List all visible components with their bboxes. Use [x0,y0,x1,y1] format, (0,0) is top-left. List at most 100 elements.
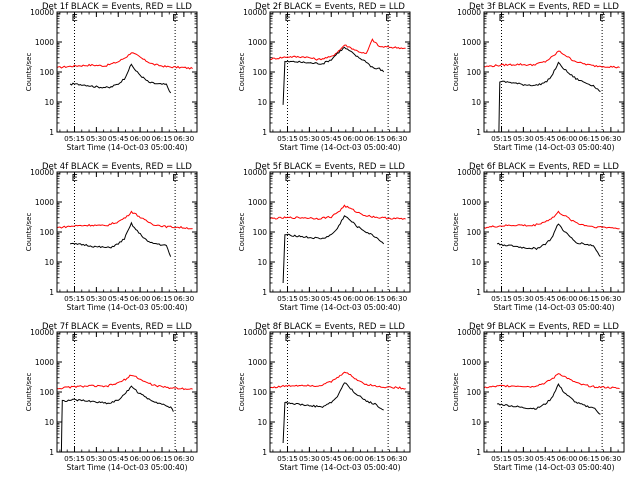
y-tick-label: 1000 [462,358,481,367]
x-tick-label: 05:45 [321,294,342,303]
y-tick-label: 10000 [457,8,481,17]
y-axis-label: Counts/sec [238,373,246,412]
detector-panel: Det 3f BLACK = Events, RED = LLD Counts/s… [452,2,625,152]
y-tick-label: 1 [49,288,54,297]
event-marker-label: E [385,333,391,344]
y-tick-label: 1000 [248,358,267,367]
y-tick-label: 1000 [35,38,54,47]
x-axis-label: Start Time (14-Oct-03 05:00:40) [279,303,400,312]
plot-frame [269,11,411,133]
x-tick-label: 06:15 [152,294,173,303]
x-axis-label: Start Time (14-Oct-03 05:00:40) [493,303,614,312]
y-tick-label: 100 [253,68,268,77]
x-tick-label: 05:30 [299,294,320,303]
x-tick-label: 05:45 [535,294,556,303]
x-tick-label: 05:45 [108,134,129,143]
x-tick-label: 05:15 [277,134,298,143]
x-tick-label: 06:00 [557,294,578,303]
y-tick-label: 1 [262,448,267,457]
detector-panel: Det 8f BLACK = Events, RED = LLD Counts/s… [238,322,411,472]
y-tick-label: 10 [44,98,54,107]
y-tick-label: 10000 [30,168,54,177]
y-tick-label: 100 [40,68,55,77]
y-axis-label: Counts/sec [452,213,460,252]
x-tick-label: 05:30 [86,454,107,463]
y-tick-label: 10 [257,418,267,427]
x-tick-label: 06:15 [579,134,600,143]
x-tick-label: 06:15 [365,454,386,463]
event-marker-label: E [172,13,178,24]
y-tick-label: 1 [49,128,54,137]
x-axis-label: Start Time (14-Oct-03 05:00:40) [493,143,614,152]
detector-panel: Det 7f BLACK = Events, RED = LLD Counts/s… [25,322,198,472]
x-tick-label: 05:15 [64,454,85,463]
y-tick-label: 10000 [30,328,54,337]
y-tick-label: 10000 [243,168,267,177]
x-tick-label: 05:30 [299,454,320,463]
plot-frame [56,171,198,293]
x-tick-label: 05:15 [491,454,512,463]
lld-rate-line [483,50,620,69]
y-tick-label: 100 [467,228,482,237]
event-marker-label: E [599,333,605,344]
plot-frame [483,11,625,133]
x-tick-label: 06:15 [365,134,386,143]
detector-panel: Det 6f BLACK = Events, RED = LLD Counts/s… [452,162,625,312]
x-tick-label: 05:15 [277,294,298,303]
event-marker-label: E [172,333,178,344]
y-tick-label: 1000 [35,198,54,207]
y-tick-label: 10 [471,418,481,427]
event-marker-label: E [285,333,291,344]
x-axis-label: Start Time (14-Oct-03 05:00:40) [279,143,400,152]
events-rate-line [282,215,385,284]
x-tick-label: 05:15 [64,134,85,143]
events-rate-line [60,385,174,453]
panel-title: Det 6f BLACK = Events, RED = LLD [469,162,619,172]
events-rate-line [498,61,601,133]
y-tick-label: 1000 [248,38,267,47]
x-axis-label: Start Time (14-Oct-03 05:00:40) [493,463,614,472]
y-axis-label: Counts/sec [25,373,33,412]
panel-title: Det 4f BLACK = Events, RED = LLD [42,162,192,172]
x-tick-label: 06:00 [557,454,578,463]
panel-title: Det 7f BLACK = Events, RED = LLD [42,322,192,332]
y-axis-label: Counts/sec [452,53,460,92]
x-tick-label: 06:30 [174,134,195,143]
panel-title: Det 2f BLACK = Events, RED = LLD [255,2,405,12]
detector-panel: Det 1f BLACK = Events, RED = LLD Counts/s… [25,2,198,152]
plot-frame [269,331,411,453]
panel-title: Det 8f BLACK = Events, RED = LLD [255,322,405,332]
x-tick-label: 06:15 [365,294,386,303]
x-tick-label: 06:30 [387,134,408,143]
events-rate-line [497,383,601,415]
y-tick-label: 100 [467,68,482,77]
panel-title: Det 1f BLACK = Events, RED = LLD [42,2,192,12]
event-marker-label: E [72,173,78,184]
event-marker-label: E [172,173,178,184]
y-tick-label: 10 [257,98,267,107]
event-marker-label: E [385,13,391,24]
x-tick-label: 05:45 [535,454,556,463]
x-tick-label: 05:45 [535,134,556,143]
x-tick-label: 05:30 [86,134,107,143]
plot-frame [483,331,625,453]
y-tick-label: 1 [262,288,267,297]
y-tick-label: 1 [476,288,481,297]
x-tick-label: 06:00 [557,134,578,143]
events-rate-line [496,223,601,258]
x-tick-label: 05:30 [513,294,534,303]
detector-panel: Det 2f BLACK = Events, RED = LLD Counts/s… [238,2,411,152]
lld-rate-line [269,204,406,220]
x-tick-label: 05:30 [513,134,534,143]
event-marker-label: E [499,333,505,344]
y-tick-label: 10000 [457,168,481,177]
x-tick-label: 06:15 [579,294,600,303]
x-tick-label: 05:15 [491,294,512,303]
lld-rate-line [56,210,193,230]
y-tick-label: 10 [257,258,267,267]
x-tick-label: 05:15 [491,134,512,143]
y-axis-label: Counts/sec [238,213,246,252]
events-rate-line [69,63,172,94]
x-tick-label: 05:45 [108,294,129,303]
